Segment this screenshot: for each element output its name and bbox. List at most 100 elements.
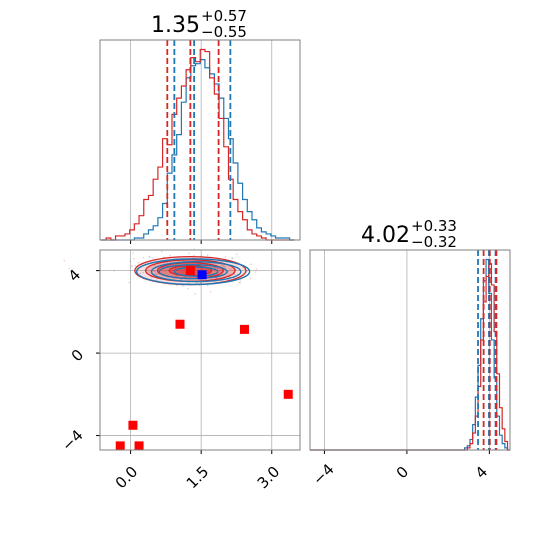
scatter-point xyxy=(215,277,217,279)
title-y-plus: +0.33 xyxy=(411,217,457,235)
scatter-point xyxy=(164,270,167,272)
scatter-point xyxy=(224,256,227,258)
scatter-point xyxy=(255,268,258,270)
scatter-point xyxy=(148,255,151,258)
contour-blue-level-0 xyxy=(135,258,251,286)
scatter-point xyxy=(134,264,137,267)
scatter-point xyxy=(231,257,234,260)
marginal-y-histogram-panel xyxy=(309,249,511,454)
scatter-point xyxy=(201,268,204,270)
scatter-point xyxy=(194,293,197,295)
scatter-point xyxy=(182,285,185,287)
scatter-point xyxy=(174,267,177,270)
marker-red-5 xyxy=(115,441,125,451)
title-y-value: 4.02 xyxy=(361,223,410,248)
scatter-point xyxy=(254,271,257,273)
scatter-point xyxy=(63,259,66,262)
scatter-point xyxy=(187,287,189,290)
scatter-point xyxy=(233,273,236,276)
marker-red-3 xyxy=(128,420,138,430)
scatter-point xyxy=(154,271,157,273)
scatter-point xyxy=(239,279,241,281)
scatter-point xyxy=(182,272,184,274)
scatter-point xyxy=(184,270,187,273)
scatter-point xyxy=(238,281,241,284)
frame-top xyxy=(99,39,301,241)
scatter-point xyxy=(142,271,144,274)
frame-joint xyxy=(99,249,301,451)
scatter-point xyxy=(180,278,183,281)
scatter-point xyxy=(137,261,140,264)
scatter-point xyxy=(153,264,156,267)
scatter-point xyxy=(246,269,248,272)
scatter-point xyxy=(239,281,242,284)
hist-right-series-blue xyxy=(310,258,510,451)
marker-red-2 xyxy=(239,324,249,334)
scatter-point xyxy=(183,276,185,278)
title-x-plus: +0.57 xyxy=(201,7,247,25)
scatter-point xyxy=(235,253,238,256)
tick-label-joint-y-1: 0 xyxy=(68,346,87,365)
scatter-point xyxy=(206,271,209,273)
scatter-point xyxy=(230,268,232,270)
contour-blue-level-3 xyxy=(173,266,219,277)
tick-label-right-x-2: 4 xyxy=(472,463,491,482)
frame-right xyxy=(309,249,511,451)
hist-top-series-blue xyxy=(101,59,295,241)
tick-label-joint-x-2: 3.0 xyxy=(254,463,284,493)
tick-label-joint-x-1: 1.5 xyxy=(183,463,213,493)
scatter-point xyxy=(154,273,156,275)
scatter-point xyxy=(175,275,178,278)
scatter-point xyxy=(214,267,217,269)
marker-red-6 xyxy=(134,441,144,451)
scatter-point xyxy=(142,256,145,259)
scatter-point xyxy=(206,254,209,256)
joint-contour-panel xyxy=(63,248,301,454)
title-y-param: 4.02 +0.33 −0.32 xyxy=(361,217,457,251)
scatter-point xyxy=(182,270,185,273)
scatter-point xyxy=(156,279,158,281)
scatter-point xyxy=(132,252,135,254)
hist-top-series-red xyxy=(101,48,295,241)
scatter-point xyxy=(155,273,158,275)
scatter-point xyxy=(130,264,133,267)
title-x-value: 1.35 xyxy=(151,13,200,38)
scatter-point xyxy=(206,284,209,287)
scatter-point xyxy=(195,282,198,284)
scatter-point xyxy=(210,272,213,275)
scatter-point xyxy=(148,256,151,259)
scatter-point xyxy=(175,274,178,277)
scatter-point xyxy=(246,270,248,272)
scatter-point xyxy=(222,265,224,267)
scatter-point xyxy=(160,250,163,253)
scatter-point xyxy=(222,265,225,267)
scatter-point xyxy=(175,284,178,287)
scatter-point xyxy=(207,269,209,272)
scatter-point xyxy=(181,284,184,287)
scatter-point xyxy=(250,263,252,265)
title-x-minus: −0.55 xyxy=(201,23,247,41)
scatter-point xyxy=(152,257,155,259)
scatter-point xyxy=(184,271,187,274)
marker-blue-0 xyxy=(197,270,207,280)
scatter-point xyxy=(129,260,132,263)
scatter-point xyxy=(219,265,222,267)
scatter-point xyxy=(169,254,171,257)
scatter-point xyxy=(217,267,220,270)
scatter-point xyxy=(209,290,212,293)
scatter-point xyxy=(153,269,156,272)
scatter-point xyxy=(153,270,156,273)
contour-blue-level-2 xyxy=(158,263,228,280)
scatter-point xyxy=(231,257,233,259)
title-x-param: 1.35 +0.57 −0.55 xyxy=(151,7,247,41)
scatter-point xyxy=(227,270,229,272)
scatter-point xyxy=(187,252,190,255)
tick-label-joint-x-0: 0.0 xyxy=(112,463,142,493)
marker-red-0 xyxy=(185,266,195,276)
hist-right-series-red xyxy=(310,263,510,451)
tick-label-joint-y-2: −4 xyxy=(58,426,86,454)
scatter-point xyxy=(128,281,131,284)
tick-label-right-x-0: −4 xyxy=(309,460,337,488)
scatter-point xyxy=(129,269,131,272)
